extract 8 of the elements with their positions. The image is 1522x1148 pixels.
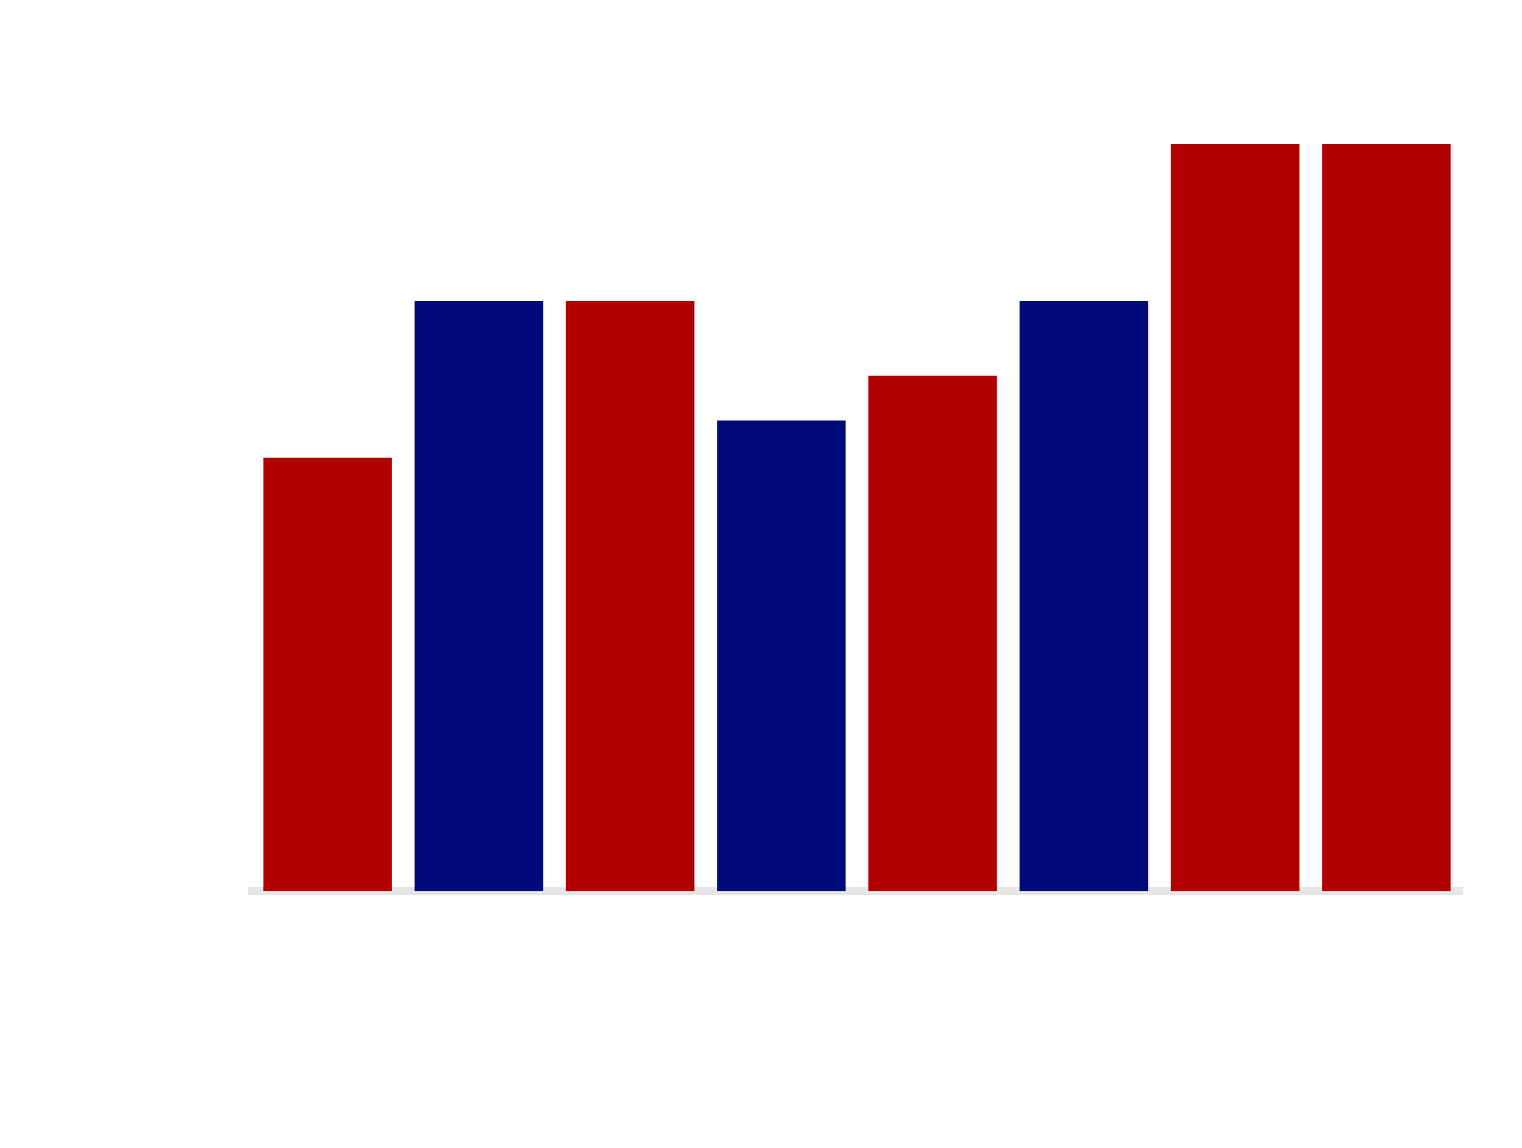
bar xyxy=(717,420,846,892)
bar xyxy=(565,300,695,892)
bar xyxy=(868,375,997,892)
bar xyxy=(263,457,392,892)
bar xyxy=(1322,144,1451,892)
bar xyxy=(1170,144,1300,892)
bar xyxy=(414,300,544,892)
bar xyxy=(1019,300,1149,892)
